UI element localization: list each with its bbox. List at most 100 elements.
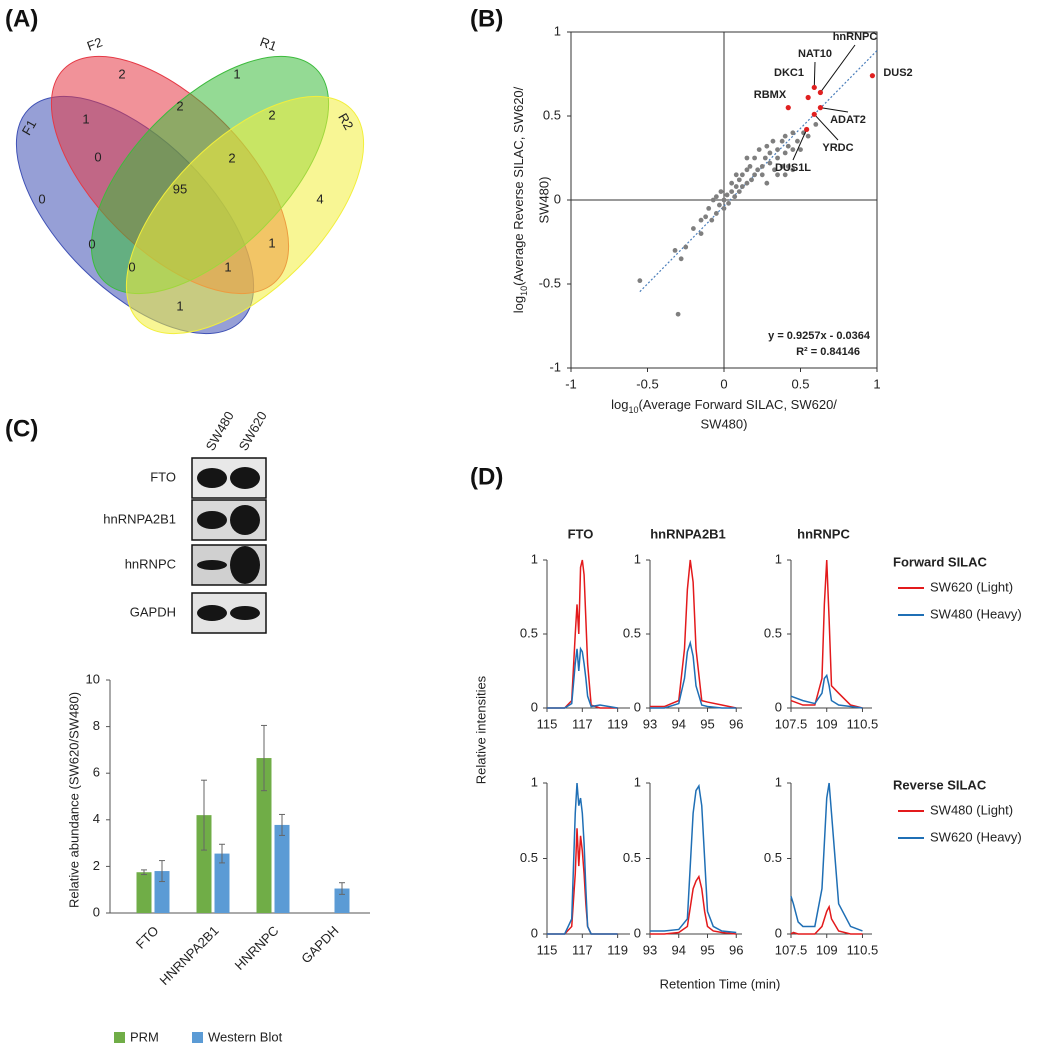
bar: [334, 888, 350, 913]
data-point: [739, 172, 745, 178]
label-part: log: [511, 296, 526, 313]
x-tick-label: 119: [607, 942, 628, 957]
set-label: F2: [85, 34, 104, 53]
data-point: [764, 143, 770, 149]
highlighted-point: [811, 84, 817, 91]
data-point: [744, 155, 750, 161]
x-tick-label: 95: [700, 716, 714, 731]
y-tick-label: 0.5: [543, 107, 561, 122]
region-count: 1: [82, 111, 89, 126]
band: [230, 606, 260, 620]
region-count: 1: [233, 66, 240, 81]
intensity-line: [790, 904, 863, 935]
highlighted-point: [869, 73, 876, 79]
data-point: [678, 256, 684, 262]
data-point: [703, 214, 709, 220]
data-point: [706, 206, 712, 211]
y-tick-label: 0.5: [520, 625, 538, 640]
data-point: [759, 172, 765, 178]
row-label: FTO: [150, 469, 176, 484]
data-point: [767, 160, 773, 166]
y-tick-label: 10: [86, 671, 100, 686]
region-count: 0: [94, 149, 101, 164]
data-point: [798, 147, 803, 153]
data-point: [726, 200, 731, 206]
data-point: [762, 155, 768, 161]
highlighted-point: [805, 94, 811, 101]
data-point: [775, 147, 780, 153]
y-tick-label: 0.5: [764, 850, 782, 865]
data-point: [790, 147, 796, 153]
data-point: [732, 194, 738, 200]
data-point: [772, 167, 777, 173]
legend-label: SW620 (Light): [930, 579, 1013, 594]
x-tick-label: 93: [643, 716, 657, 731]
x-tick-label: 117: [572, 942, 593, 957]
data-point: [733, 184, 739, 189]
data-point: [709, 217, 715, 223]
row-label: GAPDH: [130, 604, 176, 619]
data-point: [752, 155, 757, 161]
r-squared: R² = 0.84146: [796, 346, 860, 358]
column-title: hnRNPC: [797, 526, 850, 541]
annotation-arrow: [813, 61, 816, 88]
y-tick-label: 0: [634, 925, 641, 940]
axis-label: SW480): [701, 416, 748, 431]
region-count: 1: [176, 298, 183, 313]
data-point: [739, 184, 745, 189]
band: [197, 605, 227, 621]
band: [197, 468, 227, 488]
y-axis-label: Relative abundance (SW620/SW480): [66, 692, 81, 908]
data-point: [721, 197, 727, 203]
panel-label: (C): [5, 415, 38, 442]
y-tick-label: 1: [554, 23, 561, 38]
x-tick-label: 0: [720, 376, 727, 391]
intensity-line: [650, 874, 737, 935]
data-point: [733, 172, 739, 178]
region-count: 2: [268, 107, 275, 122]
data-point: [691, 226, 696, 231]
data-point: [755, 167, 761, 173]
row-label: hnRNPC: [125, 556, 176, 571]
y-tick-label: 0: [775, 925, 782, 940]
data-point: [724, 192, 730, 198]
annotation-arrow: [819, 44, 856, 93]
x-tick-label: 115: [537, 716, 558, 731]
point-label: NAT10: [798, 48, 832, 60]
region-count: 2: [228, 150, 235, 165]
data-point: [785, 143, 791, 149]
set-ellipse: [125, 95, 365, 335]
data-point: [779, 138, 785, 144]
data-point: [759, 164, 765, 169]
x-tick-label: 1: [873, 376, 880, 391]
data-point: [736, 177, 742, 183]
point-label: RBMX: [754, 89, 787, 101]
bar: [154, 871, 170, 913]
x-tick-label: 109: [816, 716, 838, 731]
band: [230, 546, 260, 584]
x-axis-label: Retention Time (min): [660, 976, 781, 991]
highlighted-point: [817, 105, 823, 111]
data-point: [729, 189, 735, 195]
label-part: (Average Forward SILAC, SW620/: [638, 397, 837, 412]
y-tick-label: 0: [634, 699, 641, 714]
intensity-line: [650, 559, 737, 709]
axis-label: log10(Average Forward SILAC, SW620/: [611, 397, 837, 415]
label-sub: 10: [519, 286, 529, 296]
annotation-arrow: [820, 107, 849, 113]
equation: y = 0.9257x - 0.0364: [768, 330, 871, 342]
data-point: [770, 138, 776, 144]
point-label: DKC1: [774, 67, 804, 79]
y-tick-label: 0: [554, 191, 561, 206]
point-label: DUS1L: [775, 162, 811, 174]
label-sub: 10: [628, 405, 638, 415]
legend-title: Reverse SILAC: [893, 777, 987, 792]
label-part: (Average Reverse SILAC, SW620/: [511, 86, 526, 286]
data-point: [775, 155, 780, 161]
legend-swatch: [192, 1032, 203, 1043]
bar: [136, 872, 152, 913]
region-count: 0: [128, 259, 135, 274]
data-point: [775, 172, 780, 178]
data-point: [805, 133, 811, 139]
